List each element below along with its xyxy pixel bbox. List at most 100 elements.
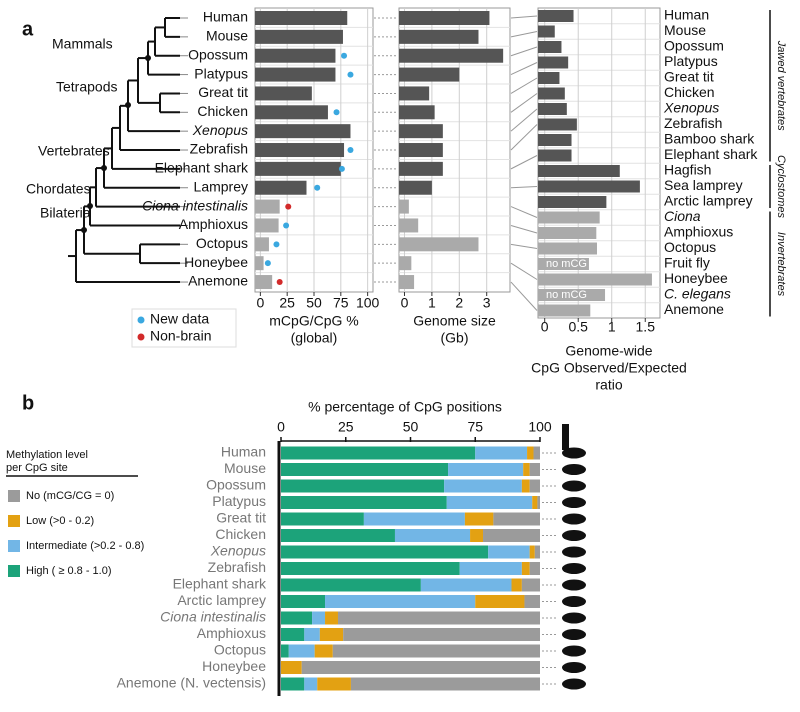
category-label: Elephant shark: [664, 146, 758, 162]
bar: [538, 289, 606, 301]
data-point: [314, 184, 321, 191]
legend-swatch: [8, 515, 20, 527]
legend-title: Methylation level: [6, 449, 88, 461]
bar: [399, 67, 460, 82]
bar: [399, 180, 432, 195]
data-point: [276, 279, 283, 286]
bar-segment: [521, 479, 530, 493]
bar-segment: [281, 496, 447, 509]
x-tick-label: 100: [356, 295, 380, 311]
category-label: Mouse: [224, 460, 266, 476]
connector: [510, 46, 538, 57]
bar-segment: [312, 611, 326, 625]
category-label: Great tit: [216, 510, 266, 526]
silhouette: [562, 579, 586, 591]
category-label: Platypus: [194, 65, 248, 81]
category-label: Opossum: [188, 46, 248, 62]
category-label: Opossum: [206, 477, 266, 493]
x-axis-title: CpG Observed/Expected: [531, 360, 687, 376]
bar: [255, 237, 269, 252]
bar-segment: [281, 562, 460, 575]
legend-label: Intermediate (>0.2 - 0.8): [26, 540, 144, 552]
bar-segment: [304, 677, 318, 691]
tree-node: [87, 203, 93, 209]
bar: [255, 275, 273, 290]
bar-segment: [281, 578, 421, 592]
bar-segment: [523, 463, 530, 476]
category-label: Great tit: [198, 84, 248, 100]
bar-segment: [281, 529, 395, 542]
bar: [255, 256, 264, 271]
x-tick-label: 0: [277, 419, 285, 435]
category-label: Honeybee: [184, 254, 248, 270]
silhouette: [562, 645, 586, 657]
silhouette: [562, 530, 586, 541]
connector: [510, 206, 538, 218]
category-label: C. elegans: [664, 286, 731, 302]
category-label: Arctic lamprey: [177, 592, 266, 608]
bar: [255, 48, 336, 63]
bar-segment: [281, 545, 489, 559]
data-point: [341, 52, 348, 59]
connector: [510, 224, 538, 234]
data-point: [347, 71, 354, 78]
bar-segment: [529, 545, 535, 559]
category-label: Xenopus: [663, 100, 719, 116]
bar: [399, 218, 419, 233]
bar-segment: [394, 529, 471, 542]
bar-segment: [534, 545, 540, 559]
bar-segment: [281, 512, 364, 526]
group-label: Invertebrates: [775, 232, 787, 297]
x-tick-label: 3: [483, 295, 491, 311]
annotation: no mCG: [546, 289, 587, 301]
bar: [399, 48, 504, 63]
bar: [255, 29, 343, 44]
bar-segment: [281, 628, 305, 641]
bar-segment: [314, 644, 333, 658]
x-tick-label: 0: [541, 319, 549, 335]
category-label: Chicken: [197, 103, 248, 119]
legend-title: per CpG site: [6, 462, 68, 474]
clade-label: Chordates: [26, 181, 91, 197]
bar: [538, 227, 597, 239]
connector: [510, 281, 538, 311]
bar: [255, 124, 351, 139]
bar: [538, 149, 572, 162]
bar: [538, 72, 560, 84]
legend-marker: [137, 316, 145, 324]
bar: [399, 256, 412, 271]
category-label: Mouse: [664, 22, 706, 38]
silhouette: [562, 497, 586, 508]
bar-segment: [288, 644, 315, 658]
bar: [255, 11, 348, 25]
category-label: Mouse: [206, 28, 248, 44]
data-point: [273, 241, 280, 248]
x-axis-title: ratio: [595, 377, 622, 393]
category-label: Sea lamprey: [664, 177, 743, 193]
silhouette: [562, 629, 586, 640]
bar-segment: [332, 644, 540, 658]
bar-segment: [488, 545, 530, 559]
bar-segment: [281, 661, 302, 674]
category-label: Ciona intestinalis: [160, 609, 266, 625]
legend-label: New data: [150, 311, 209, 327]
category-label: Anemone: [664, 301, 724, 317]
legend-swatch: [8, 490, 20, 502]
bar-segment: [420, 578, 512, 592]
connector: [510, 262, 538, 280]
bar: [399, 124, 443, 139]
silhouette: [562, 447, 586, 459]
x-axis-title: % percentage of CpG positions: [308, 399, 502, 415]
bar-segment: [363, 512, 465, 526]
bar-segment: [529, 562, 540, 575]
tree-node: [101, 165, 107, 171]
category-label: Chicken: [664, 84, 715, 100]
bar: [538, 41, 562, 53]
bar-segment: [281, 446, 476, 460]
category-label: Arctic lamprey: [664, 193, 753, 209]
category-label: Ciona intestinalis: [142, 197, 248, 213]
bar: [399, 105, 435, 120]
bar: [255, 67, 336, 82]
bar: [399, 275, 415, 290]
legend-label: Non-brain: [150, 328, 211, 344]
